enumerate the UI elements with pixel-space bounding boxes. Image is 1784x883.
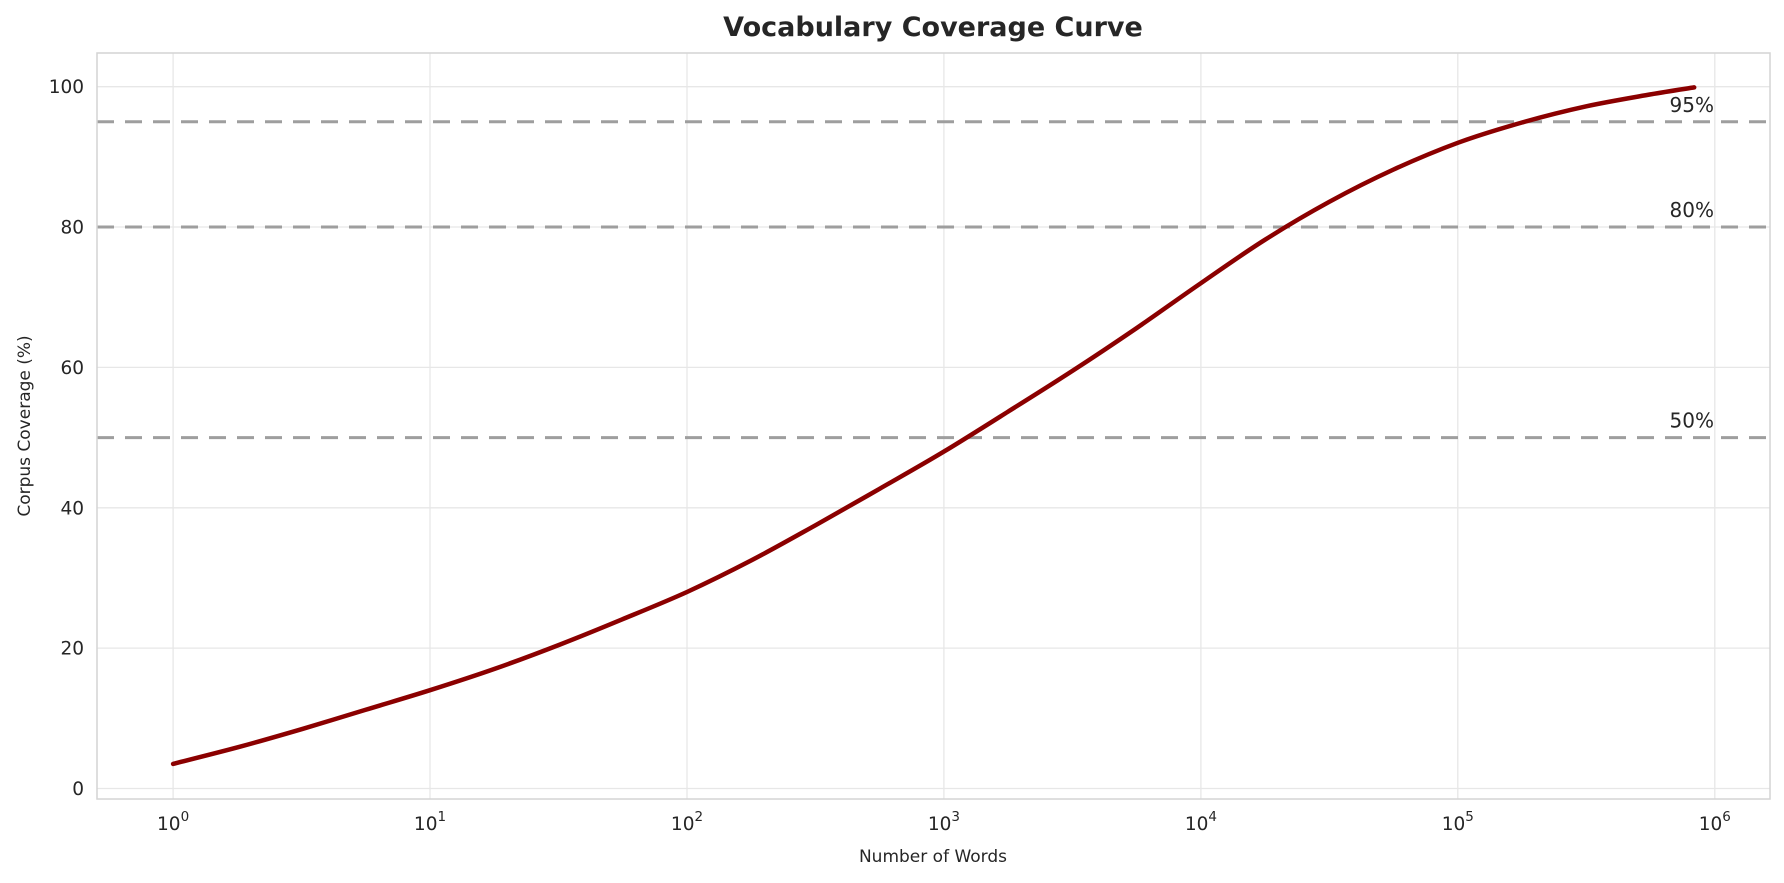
x-tick-label: 105 — [1442, 809, 1474, 835]
reference-line-label-95: 95% — [1670, 93, 1714, 117]
chart-title: Vocabulary Coverage Curve — [723, 12, 1143, 43]
coverage-curve — [170, 85, 1697, 767]
x-tick-label: 102 — [671, 809, 703, 835]
y-tick-label: 100 — [49, 77, 84, 98]
x-axis-label: Number of Words — [859, 847, 1007, 867]
reference-line-label-80: 80% — [1670, 198, 1714, 222]
y-axis-label: Corpus Coverage (%) — [15, 335, 35, 516]
y-tick-label: 80 — [60, 218, 84, 239]
y-tick-label: 0 — [72, 779, 84, 800]
x-tick-label: 100 — [157, 809, 189, 835]
x-tick-label: 106 — [1699, 809, 1731, 835]
plot-border — [96, 52, 1771, 800]
reference-line-label-50: 50% — [1670, 409, 1714, 433]
x-tick-label: 103 — [928, 809, 960, 835]
y-tick-label: 40 — [60, 498, 84, 519]
y-tick-label: 20 — [60, 639, 84, 660]
x-tick-label: 104 — [1185, 809, 1217, 835]
plot-area: 50% 80% 95% 100 101 102 103 104 105 106 0 20 40 60 80 1… — [49, 52, 1771, 835]
x-tick-label: 101 — [414, 809, 446, 835]
y-tick-label: 60 — [60, 358, 84, 379]
plot-background — [97, 53, 1770, 799]
